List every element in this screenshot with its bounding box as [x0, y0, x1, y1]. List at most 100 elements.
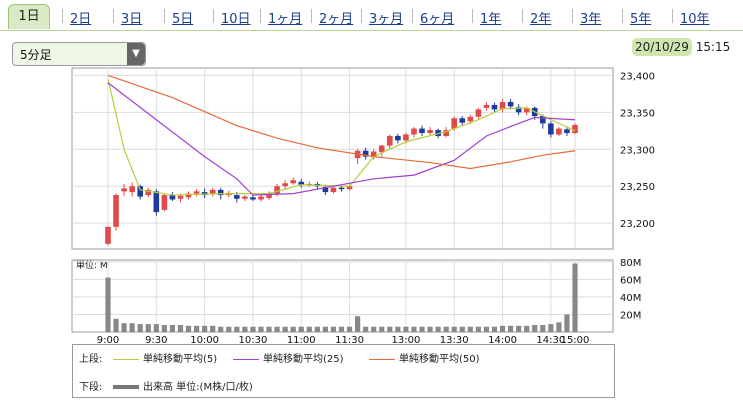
candle-body: [282, 183, 288, 187]
candle-body: [338, 187, 345, 190]
volume-bar: [145, 324, 151, 332]
volume-bar: [330, 326, 337, 332]
volume-bar: [483, 326, 490, 332]
time-tick-label: 10:30: [239, 335, 268, 344]
price-axis: 23,400 23,350 23,300 23,250 23,200: [620, 71, 655, 230]
tab-9[interactable]: 1年: [480, 12, 502, 27]
candle-body: [169, 195, 176, 200]
candle-body: [234, 195, 240, 199]
volume-bar: [242, 326, 248, 332]
legend-ma50-text: 単純移動平均(50): [399, 354, 480, 365]
tab-2[interactable]: 3日: [121, 12, 143, 27]
tab-4[interactable]: 10日: [221, 12, 251, 27]
tab-5[interactable]: 1ヶ月: [268, 12, 303, 27]
price-tick-label: 23,350: [620, 108, 655, 119]
tab-12[interactable]: 5年: [630, 12, 652, 27]
volume-bar: [411, 326, 417, 332]
volume-bar: [524, 325, 530, 332]
legend-lower-label: 下段:: [79, 382, 103, 393]
volume-bar: [387, 326, 393, 332]
tab-7[interactable]: 3ヶ月: [369, 12, 404, 27]
volume-bar: [169, 324, 176, 332]
legend: 上段: 単純移動平均(5) 単純移動平均(25) 単純移動平均(50) 下段: …: [72, 344, 615, 398]
volume-bar: [218, 326, 224, 332]
volume-bar: [475, 326, 481, 332]
tab-1[interactable]: 2日: [70, 12, 92, 27]
volume-bar: [499, 325, 506, 332]
legend-ma50: 単純移動平均(50): [369, 350, 480, 365]
volume-unit-label: 単位: M: [76, 259, 108, 271]
candle-body: [193, 191, 200, 194]
volume-bar: [346, 326, 353, 332]
tab-3[interactable]: 5日: [172, 12, 194, 27]
candle-body: [515, 107, 522, 113]
datetime: 20/10/29 15:15: [632, 38, 730, 56]
candle-body: [427, 130, 433, 134]
tab-separator: [311, 9, 312, 23]
candle-body: [266, 193, 272, 199]
candle-body: [137, 186, 144, 197]
volume-bar: [153, 324, 159, 332]
candles: [105, 99, 578, 246]
volume-tick-label: 40M: [620, 293, 641, 304]
candle-body: [475, 109, 482, 117]
price-tick-label: 23,250: [620, 182, 655, 193]
price-tick-label: 23,200: [620, 219, 655, 230]
volume-bar: [234, 326, 240, 332]
interval-select[interactable]: 5分足 ▼: [12, 42, 146, 66]
tab-8[interactable]: 6ヶ月: [420, 12, 455, 27]
volume-bar: [516, 325, 522, 332]
candle-body: [370, 151, 377, 157]
volume-bar: [193, 325, 200, 332]
volume-bar: [556, 322, 562, 332]
candle-body: [499, 101, 506, 110]
candle-body: [258, 196, 264, 200]
candle-body: [145, 189, 152, 196]
volume-bar: [451, 326, 457, 332]
tab-6[interactable]: 2ヶ月: [319, 12, 354, 27]
time-axis: 9:00 9:30 10:00 10:30 11:00 11:30 13:00 13:30 14…: [97, 335, 590, 344]
price-tick-label: 23,300: [620, 145, 655, 156]
volume-bar: [113, 318, 119, 332]
volume-bar: [338, 326, 345, 332]
candle-body: [403, 134, 409, 141]
candle-body: [411, 128, 417, 135]
time-tick-label: 9:30: [145, 335, 167, 344]
legend-ma5: 単純移動平均(5): [113, 350, 217, 365]
grid: [72, 68, 613, 332]
volume-bar: [507, 325, 514, 332]
volume-bar: [105, 277, 111, 332]
candle-body: [153, 191, 160, 213]
time-tick-label: 15:00: [561, 335, 590, 344]
candle-body: [290, 180, 296, 184]
candle-body: [346, 186, 353, 190]
volume-tick-label: 60M: [620, 275, 641, 286]
volume-bar: [250, 326, 256, 332]
triangle-down-icon[interactable]: ▼: [127, 43, 145, 65]
candle-body: [507, 101, 514, 107]
tab-0[interactable]: 1日: [8, 4, 50, 29]
volume-bar: [290, 326, 296, 332]
tab-separator: [62, 9, 63, 23]
candle-body: [378, 145, 385, 153]
candle-body: [572, 124, 578, 134]
tab-separator: [412, 9, 413, 23]
candle-body: [121, 188, 127, 192]
volume-tick-label: 80M: [620, 258, 641, 269]
volume-bar: [137, 324, 143, 332]
legend-upper-label: 上段:: [79, 354, 103, 365]
candle-body: [105, 226, 111, 244]
volume-bar: [532, 324, 538, 332]
tab-11[interactable]: 3年: [580, 12, 602, 27]
volume-bar: [427, 326, 433, 332]
candle-body: [419, 128, 425, 134]
candle-body: [129, 186, 135, 193]
tab-13[interactable]: 10年: [680, 12, 710, 27]
volume-bar: [379, 326, 385, 332]
candle-body: [177, 195, 184, 199]
volume-bar: [177, 324, 184, 332]
tab-separator: [472, 9, 473, 23]
tab-10[interactable]: 2年: [530, 12, 552, 27]
time-tick-label: 11:30: [335, 335, 364, 344]
candle-body: [459, 118, 466, 123]
